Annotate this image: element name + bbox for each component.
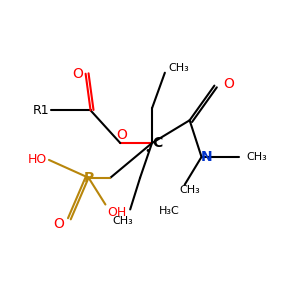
- Text: O: O: [116, 128, 127, 142]
- Text: CH₃: CH₃: [112, 216, 133, 226]
- Text: H₃C: H₃C: [158, 206, 179, 216]
- Text: O: O: [53, 217, 64, 231]
- Text: OH: OH: [108, 206, 127, 219]
- Text: O: O: [72, 67, 83, 81]
- Text: •: •: [145, 146, 151, 156]
- Text: CH₃: CH₃: [179, 184, 200, 195]
- Text: P: P: [83, 171, 94, 185]
- Text: CH₃: CH₃: [168, 63, 189, 73]
- Text: N: N: [201, 150, 212, 164]
- Text: CH₃: CH₃: [247, 152, 267, 162]
- Text: C: C: [152, 136, 162, 150]
- Text: O: O: [223, 76, 234, 91]
- Text: HO: HO: [27, 153, 47, 167]
- Text: R1: R1: [33, 104, 49, 117]
